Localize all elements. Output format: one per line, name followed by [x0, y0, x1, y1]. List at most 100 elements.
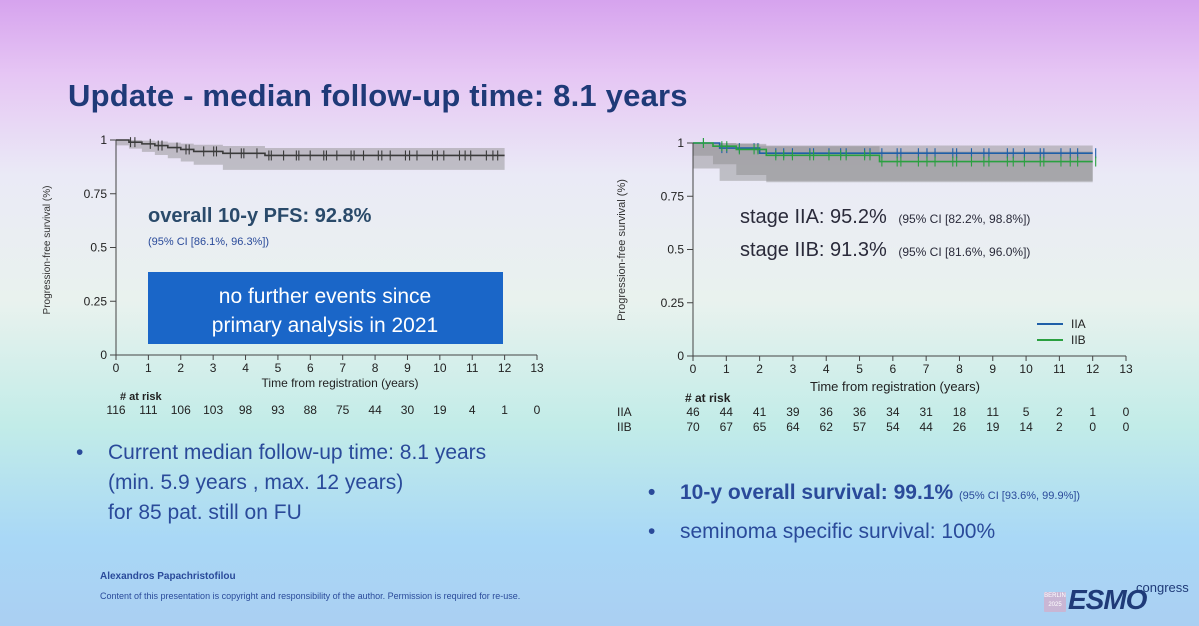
right-bullet-list: • 10-y overall survival: 99.1% (95% CI [… [648, 478, 1081, 547]
x-tick-label: 11 [1053, 362, 1066, 376]
x-tick-label: 9 [404, 361, 411, 375]
risk-count: 11 [987, 405, 1000, 419]
risk-count: 64 [786, 420, 800, 434]
risk-count: 1 [1089, 405, 1096, 419]
right-iib-label: stage IIB: 91.3% [740, 239, 887, 261]
x-tick-label: 13 [1119, 362, 1133, 376]
risk-count: 36 [853, 405, 867, 419]
left-censor-marks [129, 137, 499, 161]
risk-count: 67 [720, 420, 734, 434]
x-tick-label: 10 [1019, 362, 1033, 376]
x-tick-label: 7 [339, 361, 346, 375]
y-tick-label: 0 [677, 349, 684, 363]
x-tick-label: 3 [790, 362, 797, 376]
followup-line-3: for 85 pat. still on FU [108, 501, 302, 524]
y-tick-label: 1 [100, 133, 107, 147]
x-tick-label: 0 [690, 362, 697, 376]
risk-count: 2 [1056, 420, 1063, 434]
left-callout-box [148, 272, 503, 344]
bullet-dot: • [76, 441, 84, 464]
x-tick-label: 7 [923, 362, 930, 376]
x-tick-label: 4 [823, 362, 830, 376]
author-name: Alexandros Papachristofilou [100, 571, 236, 582]
x-tick-label: 0 [113, 361, 120, 375]
y-tick-label: 0.5 [90, 241, 107, 255]
svg-text:stage IIA: 95.2% (95% CI: stage IIA: 95.2% (95% CI [82.2%, 98.8%]) [740, 206, 1030, 228]
right-iia-ci: (95% CI [82.2%, 98.8%]) [898, 212, 1030, 226]
x-tick-label: 5 [856, 362, 863, 376]
risk-count: 34 [886, 405, 900, 419]
slide-title: Update - median follow-up time: 8.1 year… [68, 78, 688, 113]
x-tick-label: 5 [275, 361, 282, 375]
left-callout-line2: primary analysis in 2021 [212, 314, 438, 337]
right-risk-title: # at risk [685, 391, 731, 405]
copyright-notice: Content of this presentation is copyrigh… [100, 591, 521, 601]
risk-count: 54 [886, 420, 900, 434]
risk-count: 18 [953, 405, 967, 419]
left-risk-title: # at risk [120, 391, 162, 403]
x-tick-label: 2 [177, 361, 184, 375]
survival-line-IIB [693, 142, 1093, 163]
risk-count: 14 [1019, 420, 1033, 434]
risk-count: 0 [1123, 420, 1130, 434]
x-tick-label: 10 [433, 361, 447, 375]
risk-count: 41 [753, 405, 767, 419]
left-pfs-label: overall 10-y PFS: 92.8% [148, 205, 372, 227]
risk-count: 0 [1089, 420, 1096, 434]
bullet-dot: • [648, 520, 656, 543]
left-risk-table: 116 111 106 103 98 93 88 75 44 30 19 4 1 0 [106, 403, 540, 417]
x-tick-label: 8 [956, 362, 963, 376]
risk-count: 44 [720, 405, 734, 419]
left-pfs-ci: (95% CI [86.1%, 96.3%]) [148, 236, 269, 248]
risk-count: 39 [786, 405, 800, 419]
risk-count: 65 [753, 420, 767, 434]
right-legend: IIA IIB [1037, 317, 1086, 347]
left-y-axis-label: Progression-free survival (%) [42, 186, 53, 315]
x-tick-label: 13 [530, 361, 544, 375]
sss-bullet: • seminoma specific survival: 100% [648, 517, 1080, 547]
x-tick-label: 1 [145, 361, 152, 375]
risk-row-label: IIB [617, 420, 632, 434]
y-tick-label: 0.25 [661, 296, 685, 310]
risk-count: 46 [686, 405, 700, 419]
os-ci: (95% CI [93.6%, 99.9%]) [959, 490, 1081, 502]
x-tick-label: 12 [1086, 362, 1100, 376]
risk-count: 44 [919, 420, 933, 434]
risk-count: 36 [820, 405, 834, 419]
svg-text:stage IIB: 91.3% (95% CI: stage IIB: 91.3% (95% CI [81.6%, 96.0%]) [740, 239, 1030, 261]
risk-count: 116 [106, 403, 125, 417]
risk-count: 93 [271, 403, 285, 417]
right-censor-marks [702, 138, 1097, 167]
right-iia-label: stage IIA: 95.2% [740, 206, 887, 228]
os-label: 10-y overall survival: 99.1% [680, 481, 954, 504]
x-tick-label: 9 [989, 362, 996, 376]
legend-label-IIA: IIA [1071, 317, 1086, 331]
y-tick-label: 1 [677, 136, 684, 150]
risk-count: 111 [139, 403, 158, 417]
right-x-axis-label: Time from registration (years) [810, 379, 980, 394]
risk-count: 88 [304, 403, 318, 417]
logo-suffix: congress [1136, 580, 1189, 595]
right-iib-ci: (95% CI [81.6%, 96.0%]) [898, 245, 1030, 259]
logo-city-badge: BERLIN 2025 [1044, 592, 1066, 612]
left-bullet-list: • Current median follow-up time: 8.1 yea… [76, 438, 487, 528]
os-bullet: • 10-y overall survival: 99.1% (95% CI [… [648, 478, 1081, 511]
risk-count: 4 [469, 403, 476, 417]
legend-label-IIB: IIB [1071, 333, 1086, 347]
y-tick-label: 0 [100, 348, 107, 362]
sss-label: seminoma specific survival: 100% [680, 520, 996, 543]
x-tick-label: 2 [756, 362, 763, 376]
y-tick-label: 0.75 [84, 187, 108, 201]
risk-count: 19 [433, 403, 447, 417]
risk-count: 1 [501, 403, 508, 417]
x-tick-label: 6 [307, 361, 314, 375]
followup-line-1: Current median follow-up time: 8.1 years [108, 441, 487, 464]
right-y-axis-label: Progression-free survival (%) [616, 179, 628, 321]
risk-count: 106 [171, 403, 191, 417]
risk-count: 44 [368, 403, 382, 417]
